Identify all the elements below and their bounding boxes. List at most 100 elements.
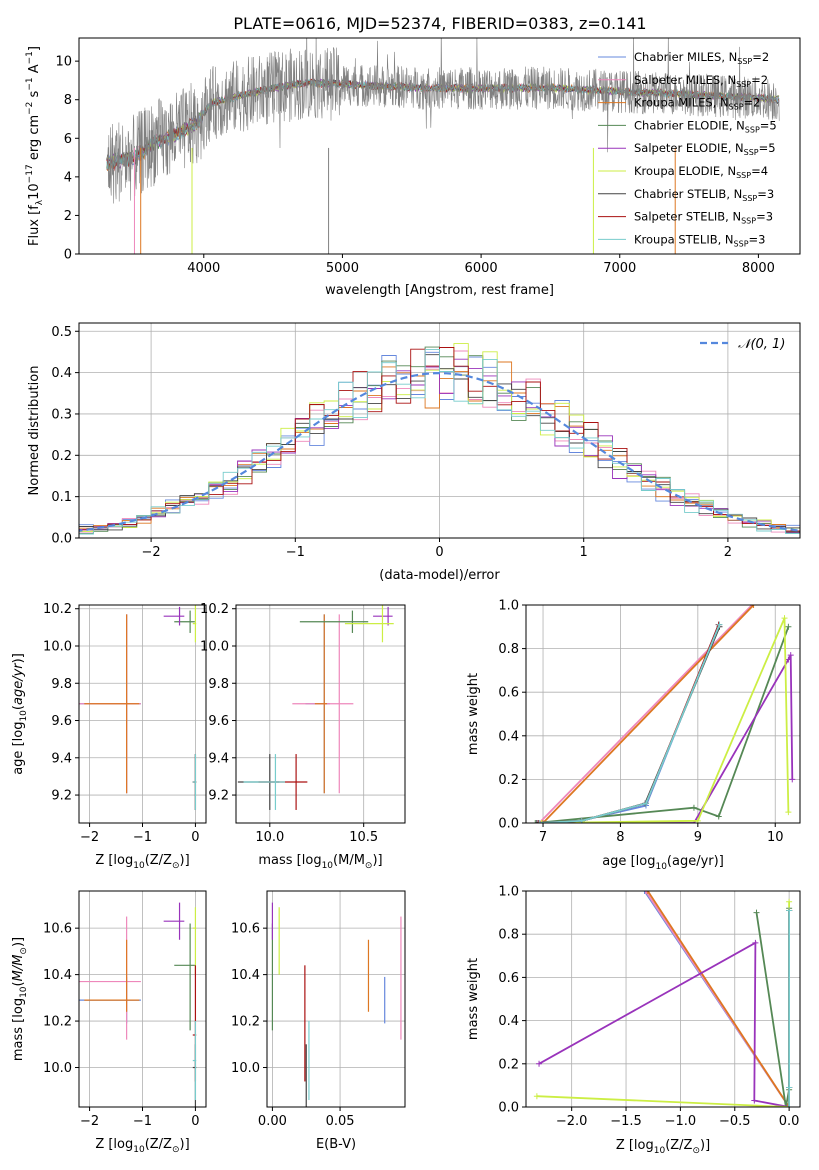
y-tick-label: 0 [64,248,72,263]
y-tick-label: 10.4 [43,968,72,983]
y-axis-label: mass weight [466,958,481,1040]
x-tick-label: 0.0 [779,1114,800,1129]
y-tick-label: 0.4 [51,366,72,381]
mass-weight-line [538,624,720,823]
gaussian-reference-line [79,371,800,532]
x-axis-label: wavelength [Angstrom, rest frame] [325,283,554,298]
x-tick-label: 4000 [187,261,220,276]
y-tick-label: 0.6 [498,971,519,986]
legend-entry: Kroupa STELIB, NSSP=3 [634,232,765,248]
y-tick-label: 0.0 [498,1101,519,1116]
x-tick-label: 10 [767,830,784,845]
x-tick-label: −1.5 [610,1114,642,1129]
x-axis-label: Z [log10(Z/Z⊙)] [95,853,189,871]
mass-weight-marker [753,909,760,916]
mass-weight-marker [787,652,794,659]
mass-weight-marker [786,898,793,905]
y-tick-label: 0.4 [498,729,519,744]
mass-weight-line [536,654,794,823]
y-tick-label: 9.2 [51,789,72,804]
x-tick-label: −1 [286,545,305,560]
axes-frame [78,37,801,255]
plot-area [79,343,800,536]
x-tick-label: −2 [142,545,161,560]
legend-entry: Chabrier MILES, NSSP=2 [634,50,769,66]
legend-entry: 𝒩(0, 1) [738,337,785,352]
mass-weight-marker [786,1084,793,1091]
x-axis-label: E(B-V) [316,1137,356,1152]
x-axis-label: Z [log10(Z/Z⊙)] [95,1137,189,1155]
plot-area [237,605,394,810]
x-tick-label: −1.0 [665,1114,697,1129]
y-tick-label: 1.0 [498,599,519,614]
y-tick-label: 0.3 [51,407,72,422]
x-tick-label: 8000 [742,261,775,276]
mass-weight-marker [752,939,759,946]
axes-overlay: −2 −1 0 9.2 9.4 9.6 9.8 10.0 10.2 Z [log10(Z/Z⊙)]… [11,602,207,871]
y-tick-label: 0.6 [498,686,519,701]
y-tick-label: 10.2 [43,602,72,617]
x-axis-label: Z [log10(Z/Z⊙)] [616,1138,710,1156]
x-tick-label: 2 [724,545,732,560]
axes-overlay: 0.00 0.05 10.0 10.2 10.4 10.6 E(B-V) [231,890,406,1152]
mass-weight-marker [750,605,757,608]
axes-overlay: 7 8 9 10 0.0 0.2 0.4 0.6 0.8 1.0 age [log10(age/yr… [466,599,801,872]
x-tick-label: 6000 [465,261,498,276]
y-tick-label: 6 [64,132,72,147]
mass-weight-line [536,626,721,823]
mass-weight-marker [716,621,723,628]
y-tick-label: 1.0 [498,885,519,900]
mass-weight-line [538,605,753,823]
mass-weight-line [539,624,721,823]
panel-residuals: −2 −1 0 1 2 0.0 0.1 0.2 0.3 0.4 0.5 𝒩(0, 1) (data-mo… [27,322,801,583]
mass-weight-marker [536,1060,543,1067]
axes-frame [525,604,801,824]
y-tick-label: 0.8 [498,642,519,657]
x-axis-label: (data-model)/error [379,568,500,583]
mass-weight-marker [785,809,792,816]
mass-weight-marker [715,813,722,820]
y-tick-label: 9.8 [208,677,229,692]
axes-frame [266,890,406,1108]
mass-weight-line [538,941,790,1107]
y-tick-label: 10 [55,55,72,70]
x-tick-label: 9 [694,830,702,845]
mass-weight-marker [538,820,545,823]
legend-entry: Kroupa MILES, NSSP=2 [634,96,760,112]
legend-entry: Chabrier STELIB, NSSP=3 [634,187,774,203]
legend-entry: Chabrier ELODIE, NSSP=5 [634,118,777,134]
mass-weight-marker [785,623,792,630]
panel-mass_vs_Z: −2 −1 0 10.0 10.2 10.4 10.6 Z [log10(Z/Z⊙)] mass… [11,890,207,1155]
mass-weight-marker [533,1093,540,1100]
y-tick-label: 10.2 [200,602,229,617]
mass-weight-marker [781,615,788,622]
axes-overlay: 4000 5000 6000 7000 8000 0 2 4 6 8 10 wavelength [A… [25,37,801,298]
y-tick-label: 10.6 [231,922,260,937]
x-tick-label: 0 [191,1114,199,1129]
y-tick-label: 10.6 [43,922,72,937]
y-tick-label: 2 [64,209,72,224]
y-axis-label: age [log10(age/yr)] [11,653,29,775]
y-tick-label: 10.0 [43,639,72,654]
y-tick-label: 10.2 [43,1015,72,1030]
mass-weight-line [755,908,790,1107]
panel-age_vs_mass: 10.0 10.5 9.2 9.4 9.6 9.8 10.0 10.2 mass [log10(… [200,602,406,871]
mass-weight-line [647,891,790,1107]
panel-weight_vs_age: 7 8 9 10 0.0 0.2 0.4 0.6 0.8 1.0 age [log10(age/yr… [466,599,801,872]
axes-overlay: −2 −1 0 1 2 0.0 0.1 0.2 0.3 0.4 0.5 𝒩(0, 1) (data-mo… [27,322,801,583]
y-tick-label: 10.0 [200,639,229,654]
x-tick-label: 0.00 [258,1114,287,1129]
y-tick-label: 0.2 [498,1057,519,1072]
y-tick-label: 9.4 [208,751,229,766]
x-axis-label: age [log10(age/yr)] [602,854,724,872]
y-tick-label: 0.2 [498,773,519,788]
mass-weight-marker [532,820,539,823]
plot-area [532,605,796,823]
x-tick-label: −0.5 [719,1114,751,1129]
axes-frame [525,890,801,1108]
axes-frame [235,604,406,824]
y-tick-label: 9.8 [51,677,72,692]
y-tick-label: 10.0 [231,1061,260,1076]
x-tick-label: −2 [80,830,99,845]
